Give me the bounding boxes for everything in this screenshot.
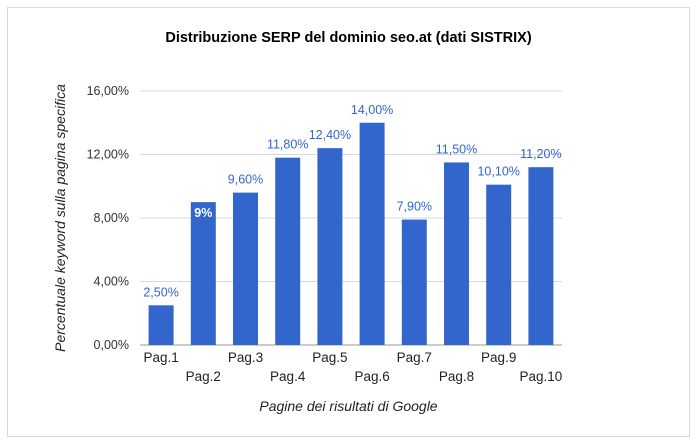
y-tick-label: 4,00%	[94, 275, 129, 289]
x-tick-label: Pag.4	[270, 369, 306, 384]
bar	[401, 219, 427, 345]
data-label: 12,40%	[309, 128, 351, 142]
chart-title: Distribuzione SERP del dominio seo.at (d…	[165, 30, 532, 46]
x-tick-label: Pag.2	[186, 369, 221, 384]
data-label: 11,50%	[436, 142, 477, 156]
data-label: 7,90%	[397, 200, 432, 214]
data-label: 2,50%	[143, 285, 178, 299]
bar	[359, 122, 385, 345]
y-tick-label: 16,00%	[87, 84, 129, 98]
data-label: 9%	[194, 206, 212, 220]
data-label: 14,00%	[351, 103, 393, 117]
y-tick-label: 8,00%	[94, 211, 129, 225]
data-label: 9,60%	[228, 173, 263, 187]
x-tick-label: Pag.3	[228, 350, 263, 365]
data-label: 10,10%	[477, 165, 519, 179]
x-tick-label: Pag.5	[312, 350, 347, 365]
data-label: 11,20%	[520, 147, 561, 161]
chart-frame	[7, 7, 690, 437]
bar	[275, 157, 301, 345]
bar	[444, 162, 469, 345]
bar	[528, 167, 554, 345]
data-label: 11,80%	[267, 138, 308, 152]
y-tick-label: 0,00%	[94, 338, 129, 352]
x-tick-label: Pag.8	[439, 369, 474, 384]
y-tick-label: 12,00%	[87, 148, 129, 162]
x-tick-label: Pag.6	[354, 369, 389, 384]
bar	[148, 305, 174, 345]
bar	[233, 192, 258, 345]
bar	[317, 148, 343, 345]
x-tick-label: Pag.7	[397, 350, 432, 365]
x-tick-label: Pag.10	[520, 369, 563, 384]
x-tick-label: Pag.1	[143, 350, 178, 365]
x-tick-label: Pag.9	[481, 350, 516, 365]
bar	[190, 202, 216, 345]
bar	[486, 184, 512, 345]
x-axis-label: Pagine dei risultati di Google	[259, 398, 438, 414]
